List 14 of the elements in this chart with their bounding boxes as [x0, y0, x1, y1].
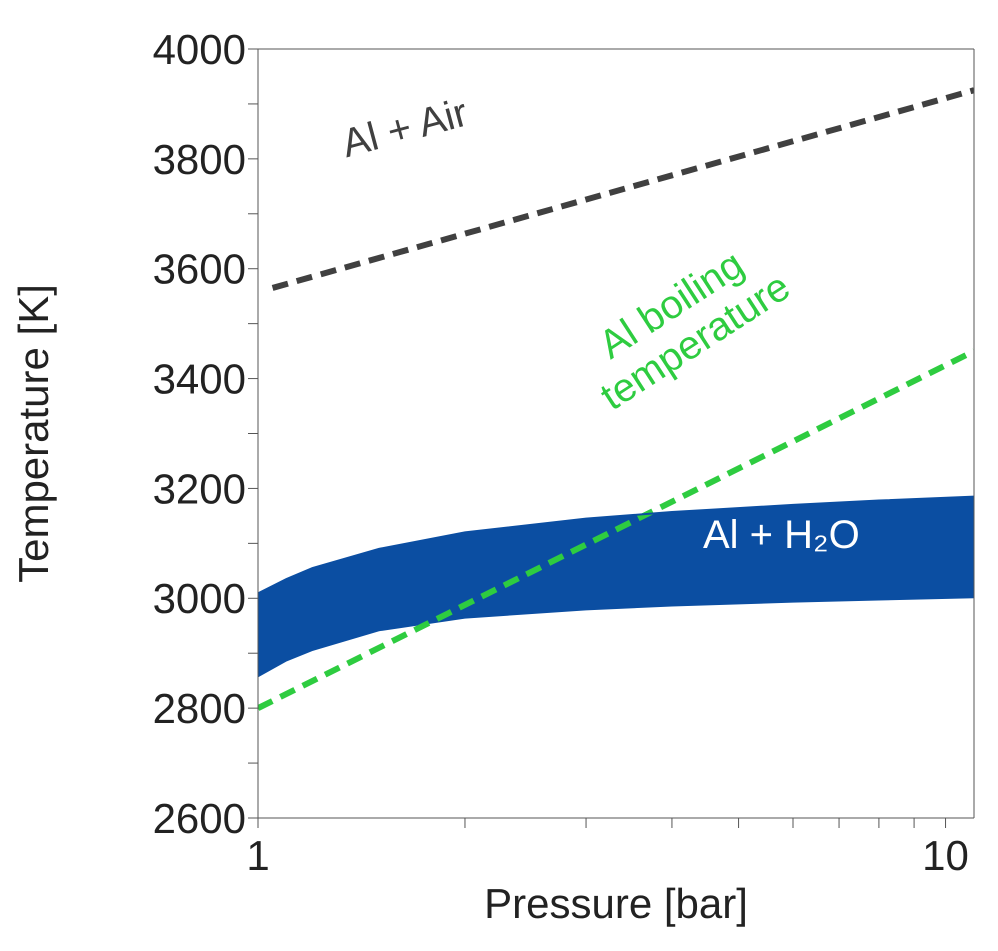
- y-axis-title: Temperature [K]: [10, 284, 57, 583]
- y-tick-label: 3600: [152, 246, 246, 293]
- y-tick-label: 3800: [152, 136, 246, 183]
- y-tick-label: 3000: [152, 575, 246, 622]
- y-tick-label: 3200: [152, 465, 246, 512]
- text: Al + Air: [337, 90, 472, 166]
- series-label: Al + H₂O: [703, 513, 860, 557]
- y-tick-label: 3400: [152, 355, 246, 402]
- x-tick-label: 10: [922, 832, 969, 879]
- y-tick-label: 2800: [152, 685, 246, 732]
- x-tick-label: 1: [246, 832, 270, 879]
- x-axis-title: Pressure [bar]: [484, 880, 748, 927]
- y-tick-label: 4000: [152, 26, 246, 73]
- y-tick-label: 2600: [152, 794, 246, 842]
